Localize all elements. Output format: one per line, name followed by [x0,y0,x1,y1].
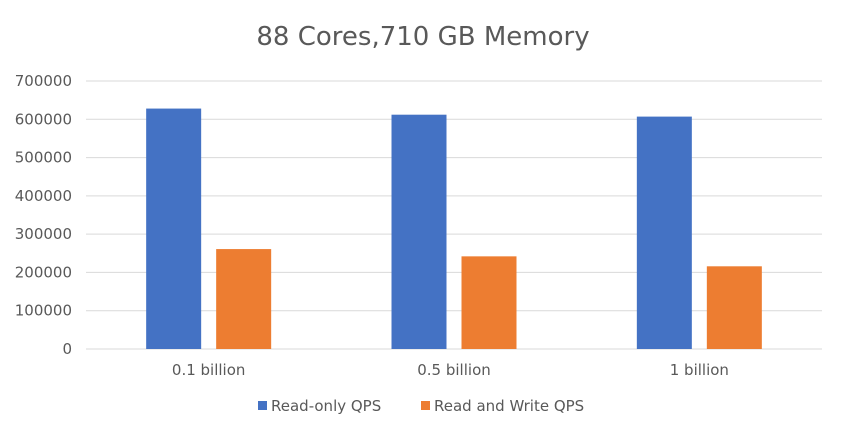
y-tick-label: 700000 [15,72,72,90]
bar-read-and-write-qps [216,249,272,349]
bars [146,108,762,350]
x-tick-label: 1 billion [670,361,729,379]
legend: Read-only QPS Read and Write QPS [258,397,584,415]
y-tick-label: 200000 [15,263,72,281]
legend-swatch [421,401,430,410]
legend-label: Read and Write QPS [434,397,584,415]
y-tick-label: 500000 [15,149,72,167]
legend-label: Read-only QPS [271,397,381,415]
y-tick-label: 100000 [15,302,72,320]
gridlines [86,80,822,350]
x-axis-tick-labels: 0.1 billion 0.5 billion 1 billion [172,361,729,379]
y-tick-label: 600000 [15,110,72,128]
y-tick-label: 400000 [15,187,72,205]
legend-swatch [258,401,267,410]
bar-read-and-write-qps [461,256,517,349]
bar-read-only-qps [636,116,692,349]
chart-title: 88 Cores,710 GB Memory [256,22,589,52]
y-tick-label: 0 [62,340,72,358]
bar-read-only-qps [146,108,202,350]
y-axis-tick-labels: 0 100000 200000 300000 400000 500000 600000 700… [15,72,72,358]
x-tick-label: 0.5 billion [417,361,491,379]
bar-read-only-qps [391,114,447,349]
y-tick-label: 300000 [15,225,72,243]
bar-read-and-write-qps [706,266,762,349]
x-tick-label: 0.1 billion [172,361,246,379]
